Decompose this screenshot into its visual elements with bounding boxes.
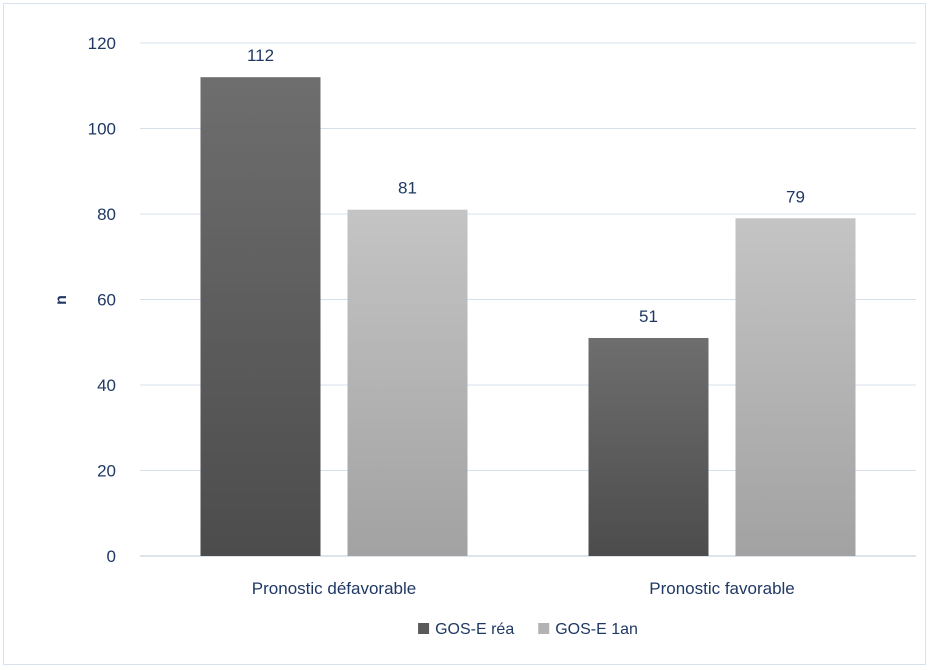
y-tick-label: 80: [97, 205, 116, 224]
legend-label: GOS-E 1an: [555, 621, 638, 638]
bar: [347, 209, 468, 556]
y-tick-label: 40: [97, 376, 116, 395]
x-tick-label: Pronostic défavorable: [252, 579, 416, 598]
bar: [735, 218, 856, 556]
bar: [200, 77, 321, 556]
data-label: 112: [247, 46, 274, 65]
legend-label: GOS-E réa: [435, 621, 514, 638]
y-tick-label: 60: [97, 291, 116, 310]
data-label: 81: [398, 179, 417, 198]
y-tick-label: 120: [88, 34, 116, 53]
legend-swatch: [538, 623, 550, 634]
y-tick-label: 100: [88, 120, 116, 139]
bar: [588, 337, 709, 556]
data-label: 79: [786, 187, 805, 206]
data-label: 51: [639, 307, 658, 326]
x-tick-label: Pronostic favorable: [649, 579, 795, 598]
y-tick-label: 0: [107, 547, 116, 566]
y-tick-label: 20: [97, 462, 116, 481]
y-axis-label: n: [53, 295, 70, 305]
legend-swatch: [418, 623, 430, 634]
